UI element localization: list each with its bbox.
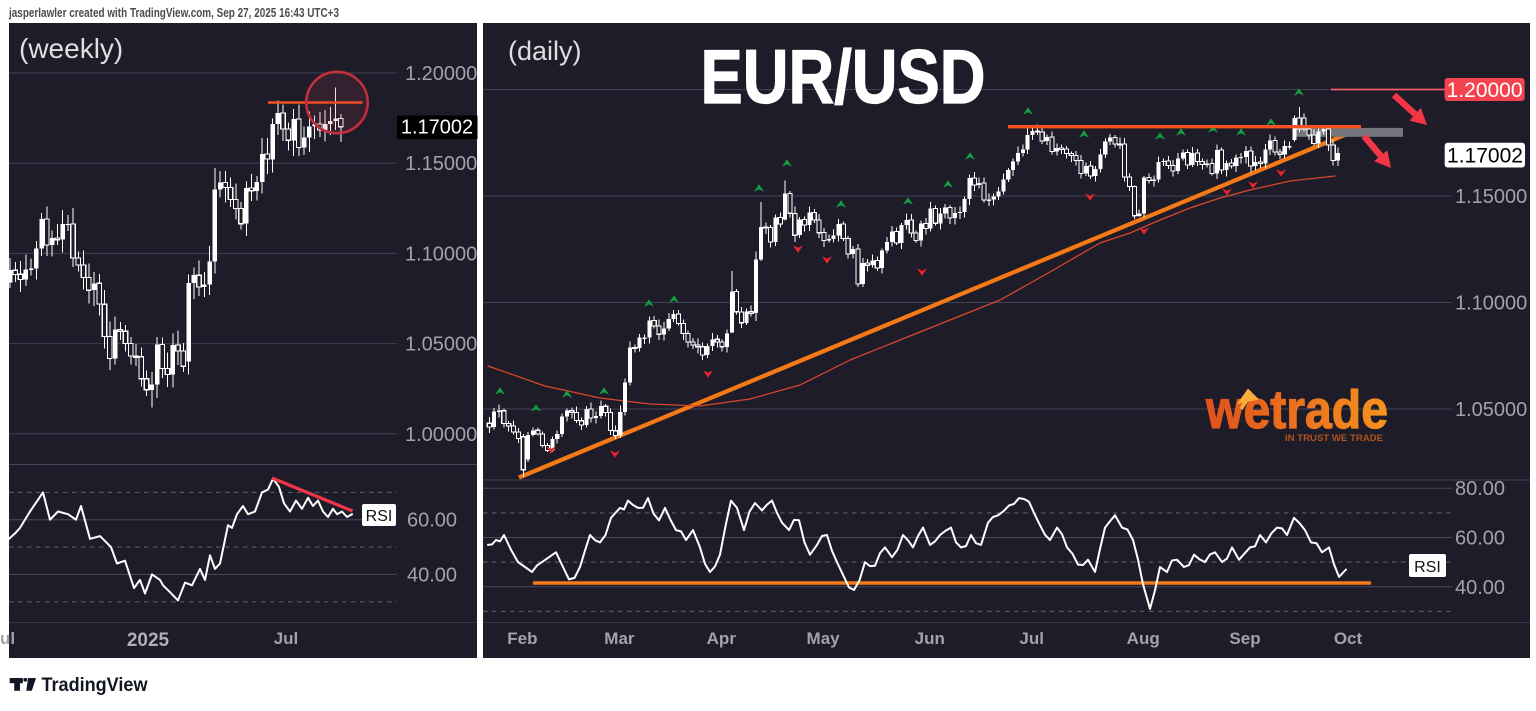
svg-text:IN TRUST WE TRADE: IN TRUST WE TRADE: [1285, 433, 1383, 443]
svg-text:Mar: Mar: [604, 629, 635, 648]
svg-text:wetrade: wetrade: [1205, 380, 1388, 440]
svg-text:Aug: Aug: [1127, 629, 1160, 648]
svg-text:1.00000: 1.00000: [405, 424, 477, 446]
svg-text:Jul: Jul: [1019, 629, 1044, 648]
svg-text:Oct: Oct: [1334, 629, 1363, 648]
svg-text:Jul: Jul: [274, 629, 299, 648]
svg-text:RSI: RSI: [1414, 559, 1441, 576]
svg-text:1.05000: 1.05000: [405, 334, 477, 356]
svg-text:TradingView: TradingView: [42, 674, 149, 696]
svg-text:1.20000: 1.20000: [405, 63, 477, 85]
svg-text:(weekly): (weekly): [19, 33, 123, 64]
svg-text:1.15000: 1.15000: [405, 153, 477, 175]
svg-text:1.17002: 1.17002: [1447, 144, 1523, 167]
svg-text:EUR/USD: EUR/USD: [701, 35, 986, 120]
svg-text:60.00: 60.00: [407, 510, 457, 532]
svg-text:May: May: [807, 629, 841, 648]
svg-text:80.00: 80.00: [1455, 478, 1505, 500]
svg-text:Feb: Feb: [507, 629, 537, 648]
svg-text:Apr: Apr: [707, 629, 737, 648]
svg-text:40.00: 40.00: [407, 564, 457, 586]
svg-text:RSI: RSI: [366, 508, 393, 525]
svg-text:jasperlawler created with Trad: jasperlawler created with TradingView.co…: [8, 5, 339, 20]
svg-text:1.10000: 1.10000: [405, 243, 477, 265]
svg-text:Sep: Sep: [1229, 629, 1260, 648]
svg-text:1.17002: 1.17002: [401, 117, 473, 139]
svg-text:Jun: Jun: [915, 629, 945, 648]
svg-text:1.15000: 1.15000: [1455, 186, 1527, 208]
svg-text:60.00: 60.00: [1455, 528, 1505, 550]
svg-text:1.05000: 1.05000: [1455, 399, 1527, 421]
svg-text:40.00: 40.00: [1455, 577, 1505, 599]
svg-text:2025: 2025: [127, 630, 170, 651]
svg-text:1.20000: 1.20000: [1447, 79, 1523, 102]
svg-text:1.10000: 1.10000: [1455, 293, 1527, 315]
svg-text:ul: ul: [0, 629, 15, 648]
svg-text:(daily): (daily): [508, 36, 582, 66]
